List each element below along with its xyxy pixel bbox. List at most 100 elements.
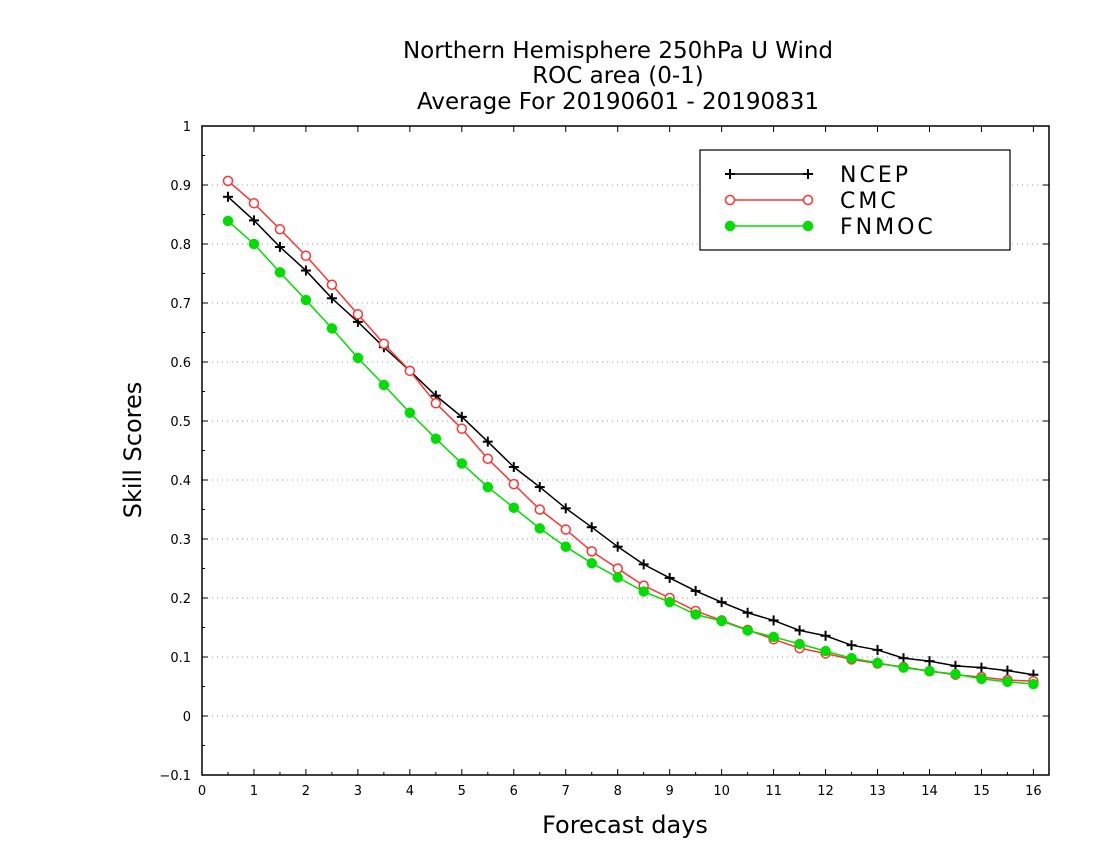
- legend-label: NCEP: [840, 163, 911, 188]
- cmc-point: [482, 453, 494, 465]
- ncep-point: [716, 597, 727, 608]
- fnmoc-point: [586, 557, 597, 569]
- x-tick-label: 5: [458, 784, 466, 799]
- ncep-point: [300, 265, 311, 276]
- fnmoc-point: [664, 596, 675, 608]
- gridlines: [202, 184, 1049, 717]
- fnmoc-point: [1028, 678, 1039, 690]
- ncep-point: [612, 541, 623, 552]
- cmc-point: [534, 504, 546, 515]
- ncep-point: [872, 644, 883, 655]
- ncep-point: [768, 615, 779, 626]
- x-tick-label: 2: [302, 784, 310, 799]
- chart-title: Northern Hemisphere 250hPa U Wind ROC ar…: [403, 38, 833, 115]
- ncep-point: [456, 411, 467, 422]
- x-tick-label: 15: [973, 784, 990, 799]
- y-axis-ticks: −0.1 0 0.1 0.2 0.3 0.4 0.5 0.6 0.7 0.8 0.9 1: [159, 120, 1049, 784]
- ncep-point: [742, 607, 753, 618]
- x-axis-label: Forecast days: [542, 811, 708, 839]
- fnmoc-point: [612, 572, 623, 583]
- fnmoc-point: [716, 615, 727, 627]
- cmc-point: [378, 338, 390, 349]
- x-tick-label: 14: [921, 784, 938, 799]
- series-fnmoc: [222, 215, 1039, 690]
- cmc-point: [326, 279, 338, 290]
- y-tick-label: 0.2: [170, 592, 191, 607]
- fnmoc-point: [404, 407, 416, 418]
- fnmoc-point: [456, 458, 468, 469]
- ncep-point: [976, 662, 987, 673]
- ncep-point: [222, 191, 233, 202]
- fnmoc-point: [846, 652, 857, 664]
- legend-marker-start: [724, 220, 736, 232]
- ncep-point: [690, 585, 701, 596]
- y-axis-label: Skill Scores: [119, 382, 147, 519]
- fnmoc-point: [508, 502, 520, 513]
- x-tick-label: 6: [510, 784, 518, 799]
- fnmoc-point: [430, 433, 442, 444]
- y-tick-label: 0.9: [170, 179, 191, 194]
- fnmoc-point: [560, 541, 571, 552]
- y-tick-label: 0.6: [170, 356, 191, 371]
- fnmoc-point: [248, 238, 260, 250]
- x-tick-label: 7: [562, 784, 570, 799]
- ncep-point: [560, 503, 571, 514]
- ncep-point: [586, 522, 597, 533]
- ncep-point: [534, 482, 545, 493]
- x-tick-label: 10: [713, 784, 730, 799]
- ncep-point: [482, 436, 493, 447]
- ncep-point: [638, 559, 649, 570]
- y-tick-label: −0.1: [159, 769, 191, 784]
- cmc-point: [274, 224, 286, 235]
- cmc-point: [404, 365, 416, 377]
- y-tick-label: 0: [183, 710, 191, 725]
- ncep-point: [820, 630, 831, 641]
- x-tick-label: 16: [1025, 784, 1042, 799]
- fnmoc-point: [482, 481, 494, 493]
- cmc-point: [456, 423, 468, 434]
- legend-entry-cmc: CMC: [724, 189, 899, 214]
- x-tick-label: 9: [666, 784, 674, 799]
- fnmoc-point: [794, 638, 805, 650]
- y-tick-label: 0.3: [170, 533, 191, 548]
- fnmoc-point: [352, 352, 364, 364]
- fnmoc-point: [638, 586, 649, 597]
- cmc-point: [430, 398, 442, 409]
- legend-marker-end: [803, 169, 813, 179]
- ncep-point: [274, 241, 285, 252]
- y-tick-label: 0.5: [170, 415, 191, 430]
- ncep-point: [846, 640, 857, 651]
- fnmoc-point: [872, 657, 883, 669]
- legend-entry-fnmoc: FNMOC: [724, 215, 933, 240]
- legend-marker-start: [724, 194, 736, 206]
- cmc-point: [352, 308, 364, 320]
- x-tick-label: 13: [869, 784, 886, 799]
- y-tick-label: 0.8: [170, 238, 191, 253]
- fnmoc-point: [768, 631, 779, 643]
- fnmoc-point: [378, 379, 390, 391]
- x-tick-label: 4: [406, 784, 414, 799]
- x-axis-ticks: 0 1 2 3 4 5 6 7 8 9 10 11 12 13 14 15 16: [198, 126, 1042, 799]
- x-tick-label: 3: [354, 784, 362, 799]
- fnmoc-point: [820, 645, 831, 657]
- fnmoc-point: [1002, 676, 1013, 688]
- ncep-point: [794, 625, 805, 636]
- legend-label: CMC: [840, 189, 899, 214]
- y-tick-label: 0.1: [170, 651, 191, 666]
- cmc-point: [300, 250, 312, 262]
- ncep-point: [1002, 665, 1013, 676]
- series-ncep: [222, 191, 1039, 680]
- title-line-1: Northern Hemisphere 250hPa U Wind: [403, 38, 833, 64]
- ncep-line: [227, 196, 1034, 676]
- ncep-point: [248, 215, 259, 226]
- title-line-2: ROC area (0-1): [532, 63, 704, 89]
- series-layer: [222, 175, 1039, 690]
- ncep-point: [924, 656, 935, 667]
- y-tick-label: 0.7: [170, 297, 191, 312]
- cmc-point: [560, 524, 571, 535]
- fnmoc-point: [534, 523, 546, 534]
- x-tick-label: 1: [250, 784, 258, 799]
- fnmoc-point: [742, 625, 753, 636]
